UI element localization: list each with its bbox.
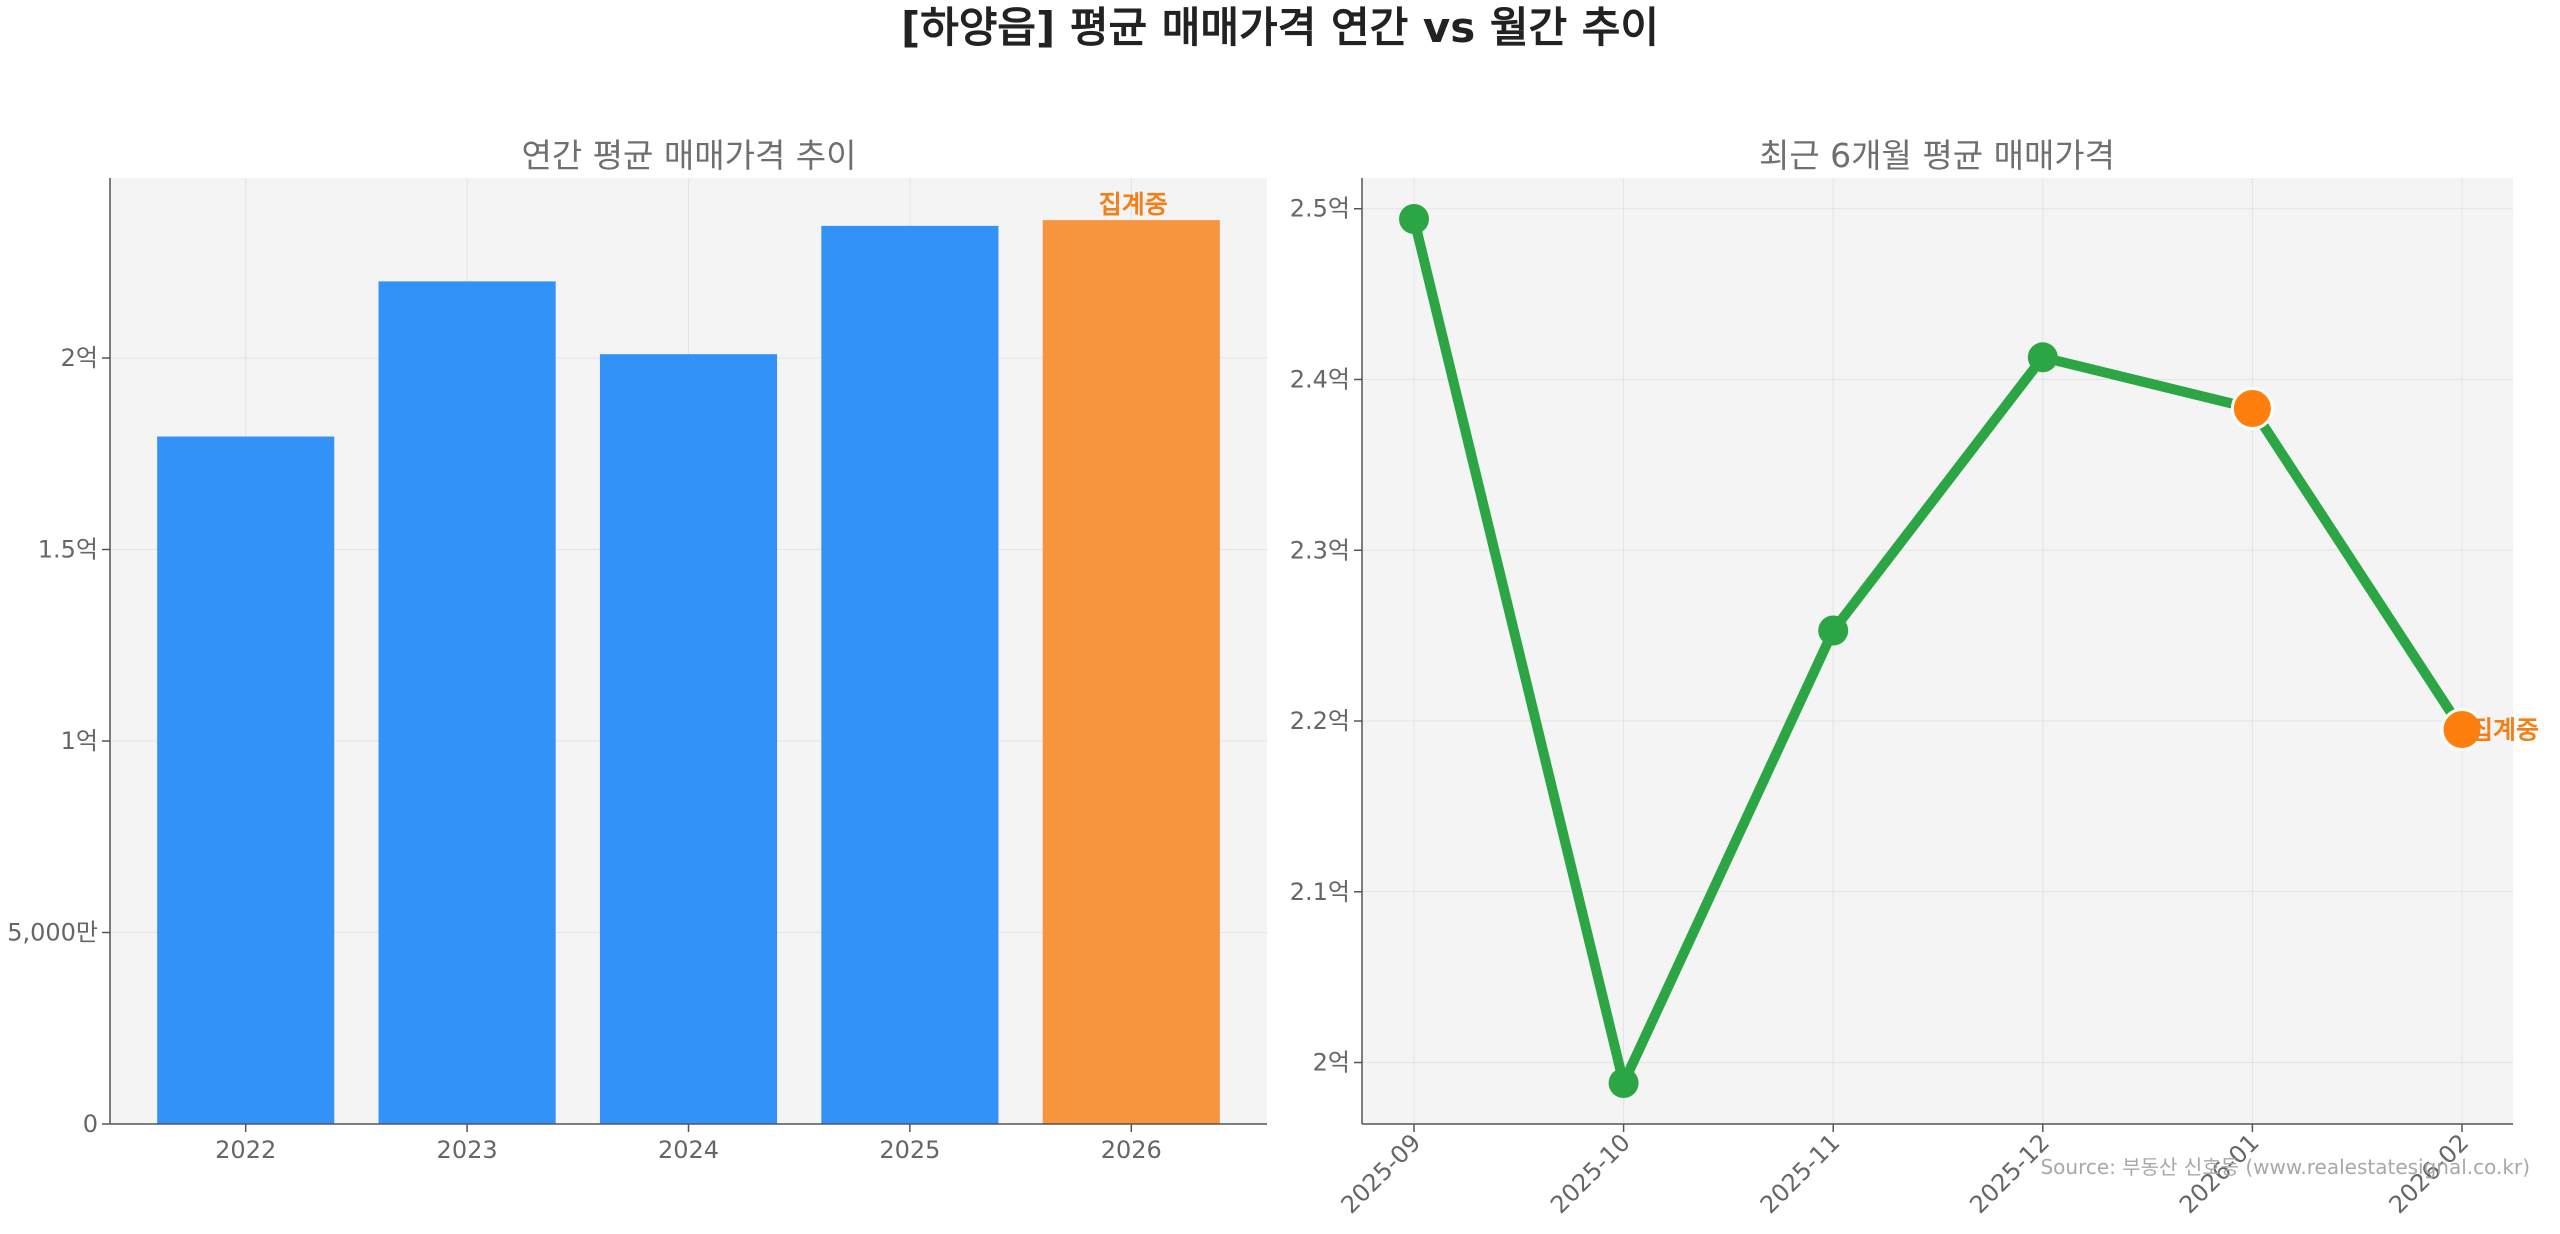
annual-x-tick-label: 2024 [658, 1136, 719, 1164]
monthly-point-2025-09 [1399, 203, 1429, 234]
monthly-partial-label: 집계중 [2470, 716, 2539, 745]
monthly-y-tick-label: 2.2억 [1290, 707, 1350, 735]
monthly-x-tick-label: 2025-09 [1336, 1128, 1427, 1219]
annual-y-tick-label: 1억 [61, 727, 98, 755]
annual-y-tick-label: 0 [83, 1110, 98, 1138]
monthly-y-tick-label: 2.5억 [1290, 195, 1350, 223]
source-note: Source: 부동산 신호등 (www.realestatesignal.co… [2040, 1155, 2530, 1179]
annual-bar-2022 [157, 436, 335, 1124]
monthly-x-tick-label: 2025-11 [1755, 1128, 1846, 1219]
annual-y-ticks: 0 5,000만 1억 1.5억 2억 [7, 344, 110, 1138]
annual-bars: 집계중 [157, 190, 1220, 1125]
monthly-point-2025-11 [1818, 615, 1849, 646]
monthly-point-2025-10 [1608, 1068, 1639, 1099]
annual-x-tick-label: 2023 [437, 1136, 498, 1164]
annual-y-tick-label: 2억 [61, 344, 98, 372]
monthly-line-chart: 최근 6개월 평균 매매가격 집계중 2억 2.1억 2.2억 2.3억 2.4억 2.5… [1290, 136, 2539, 1219]
monthly-chart-title: 최근 6개월 평균 매매가격 [1759, 136, 2115, 175]
monthly-point-2025-12 [2027, 342, 2058, 373]
monthly-y-tick-label: 2.3억 [1290, 536, 1350, 564]
annual-chart-title: 연간 평균 매매가격 추이 [521, 136, 856, 175]
annual-bar-2026 [1042, 220, 1220, 1125]
annual-x-tick-label: 2026 [1101, 1136, 1162, 1164]
monthly-line: 집계중 [1399, 203, 2539, 1099]
annual-x-tick-label: 2022 [215, 1136, 276, 1164]
annual-x-ticks: 2022 2023 2024 2025 2026 [215, 1124, 1162, 1164]
monthly-y-ticks: 2억 2.1억 2.2억 2.3억 2.4억 2.5억 [1290, 195, 1362, 1077]
main-title: [하양읍] 평균 매매가격 연간 vs 월간 추이 [901, 3, 1659, 52]
annual-partial-label: 집계중 [1099, 190, 1168, 219]
monthly-y-tick-label: 2.4억 [1290, 365, 1350, 393]
monthly-point-2026-02 [2440, 708, 2484, 752]
annual-y-tick-label: 5,000만 [7, 919, 98, 947]
annual-x-tick-label: 2025 [879, 1136, 940, 1164]
monthly-plot-area [1362, 178, 2513, 1124]
monthly-x-tick-label: 2025-10 [1545, 1128, 1636, 1219]
annual-bar-2023 [378, 281, 556, 1124]
monthly-series-line [1409, 213, 2467, 1089]
annual-bar-2025 [821, 225, 999, 1124]
monthly-grid [1362, 178, 2513, 1124]
monthly-y-tick-label: 2.1억 [1290, 878, 1350, 906]
monthly-point-2026-01 [2230, 387, 2274, 431]
monthly-y-tick-label: 2억 [1313, 1049, 1350, 1077]
annual-bar-2024 [599, 354, 778, 1125]
annual-y-tick-label: 1.5억 [38, 536, 98, 564]
